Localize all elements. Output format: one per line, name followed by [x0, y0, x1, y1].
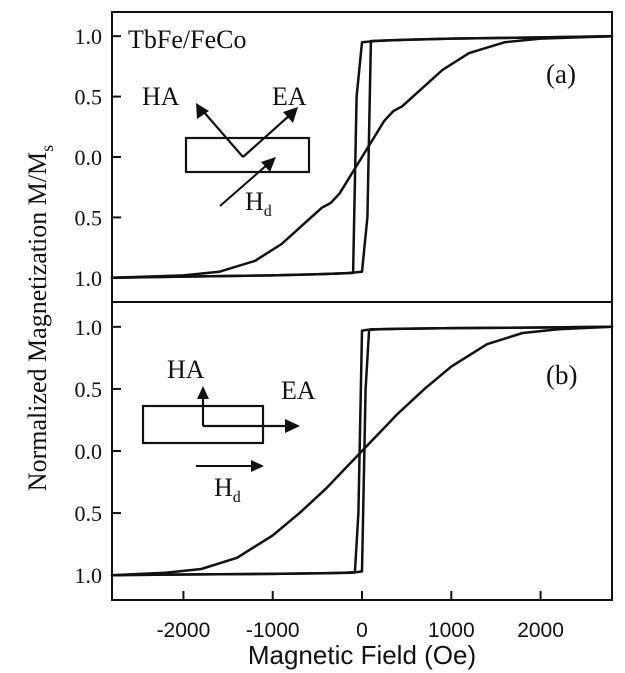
- panel-a-y-tick-label: 1.0: [75, 24, 103, 49]
- panel-a-hard-axis-arrow: [202, 110, 244, 158]
- panel-b-curve-2: [110, 325, 614, 577]
- panel-a-field-arrowhead: [261, 157, 276, 172]
- panel-a-curve-2: [110, 34, 614, 280]
- x-tick-label: 1000: [428, 619, 475, 642]
- panel-a-curves: [110, 34, 614, 280]
- panel-a-hard-axis-label: HA: [142, 82, 180, 111]
- panel-a-sample-rectangle: [184, 136, 311, 174]
- panel-a-easy-axis-label: EA: [272, 82, 307, 111]
- panel-b-y-tick-label: 0.0: [75, 439, 103, 464]
- panel-b-easy-axis-arrowhead: [285, 419, 300, 433]
- x-tick-label: -2000: [157, 619, 211, 642]
- panel-b-y-tick-label: 1.0: [75, 563, 103, 588]
- panel-a-field-label: Hd: [245, 187, 272, 220]
- panel-b-y-ticks: 1.0 0.5 0.0 0.5 1.0: [75, 315, 121, 588]
- panel-b-y-tick-label: 0.5: [75, 377, 103, 402]
- panel-b-curve-1: [110, 325, 614, 577]
- panel-b-y-tick-label: 0.5: [75, 501, 103, 526]
- panel-a-label: (a): [546, 59, 576, 89]
- panel-b-hard-axis-label: HA: [167, 355, 205, 384]
- panel-b-hard-axis-arrowhead: [197, 386, 209, 399]
- panel-b-x-ticks: -2000 -1000 0 1000 2000: [157, 591, 564, 642]
- panel-b-easy-axis-label: EA: [281, 376, 316, 405]
- panel-b-y-tick-label: 1.0: [75, 315, 103, 340]
- panel-a: 1.0 0.5 0.0 0.5 1.0 TbFe/FeCo (a) HA EA Hd: [75, 11, 614, 303]
- panel-b-inset-diagram: HA EA Hd: [141, 355, 316, 506]
- y-axis-title: Normalized Magnetization M/Ms: [23, 145, 57, 491]
- panel-a-easy-axis-arrow: [242, 114, 291, 158]
- sample-label: TbFe/FeCo: [128, 25, 246, 54]
- panel-b-field-arrowhead: [251, 460, 264, 472]
- panel-a-y-tick-label: 0.0: [75, 145, 103, 170]
- panel-a-y-tick-label: 1.0: [75, 266, 103, 291]
- x-tick-label: -1000: [246, 619, 300, 642]
- x-tick-label: 2000: [517, 619, 564, 642]
- panel-a-y-tick-label: 0.5: [75, 85, 103, 110]
- panel-a-field-arrow: [219, 163, 269, 207]
- panel-a-field-label-subscript: d: [264, 203, 272, 220]
- panel-b-field-label-subscript: d: [233, 489, 241, 506]
- panel-a-curve-1: [110, 34, 614, 280]
- panel-b-curves: [110, 325, 614, 577]
- x-axis-title: Magnetic Field (Oe): [248, 640, 476, 670]
- panel-a-inset-diagram: HA EA Hd: [142, 82, 311, 220]
- y-axis-title-subscript: s: [37, 145, 57, 152]
- panel-a-y-tick-label: 0.5: [75, 205, 103, 230]
- panel-a-hard-axis-arrowhead: [196, 103, 209, 119]
- panel-b: 1.00.50.00.51.0 -2000 -1000 0 1000 2000 (b) …: [75, 301, 614, 642]
- panel-a-y-ticks: 1.0 0.5 0.0 0.5 1.0: [75, 24, 121, 291]
- x-tick-label: 0: [356, 619, 368, 642]
- panel-a-easy-axis-arrowhead: [283, 107, 298, 123]
- panel-b-field-label: Hd: [214, 473, 241, 506]
- panel-b-label: (b): [546, 360, 577, 390]
